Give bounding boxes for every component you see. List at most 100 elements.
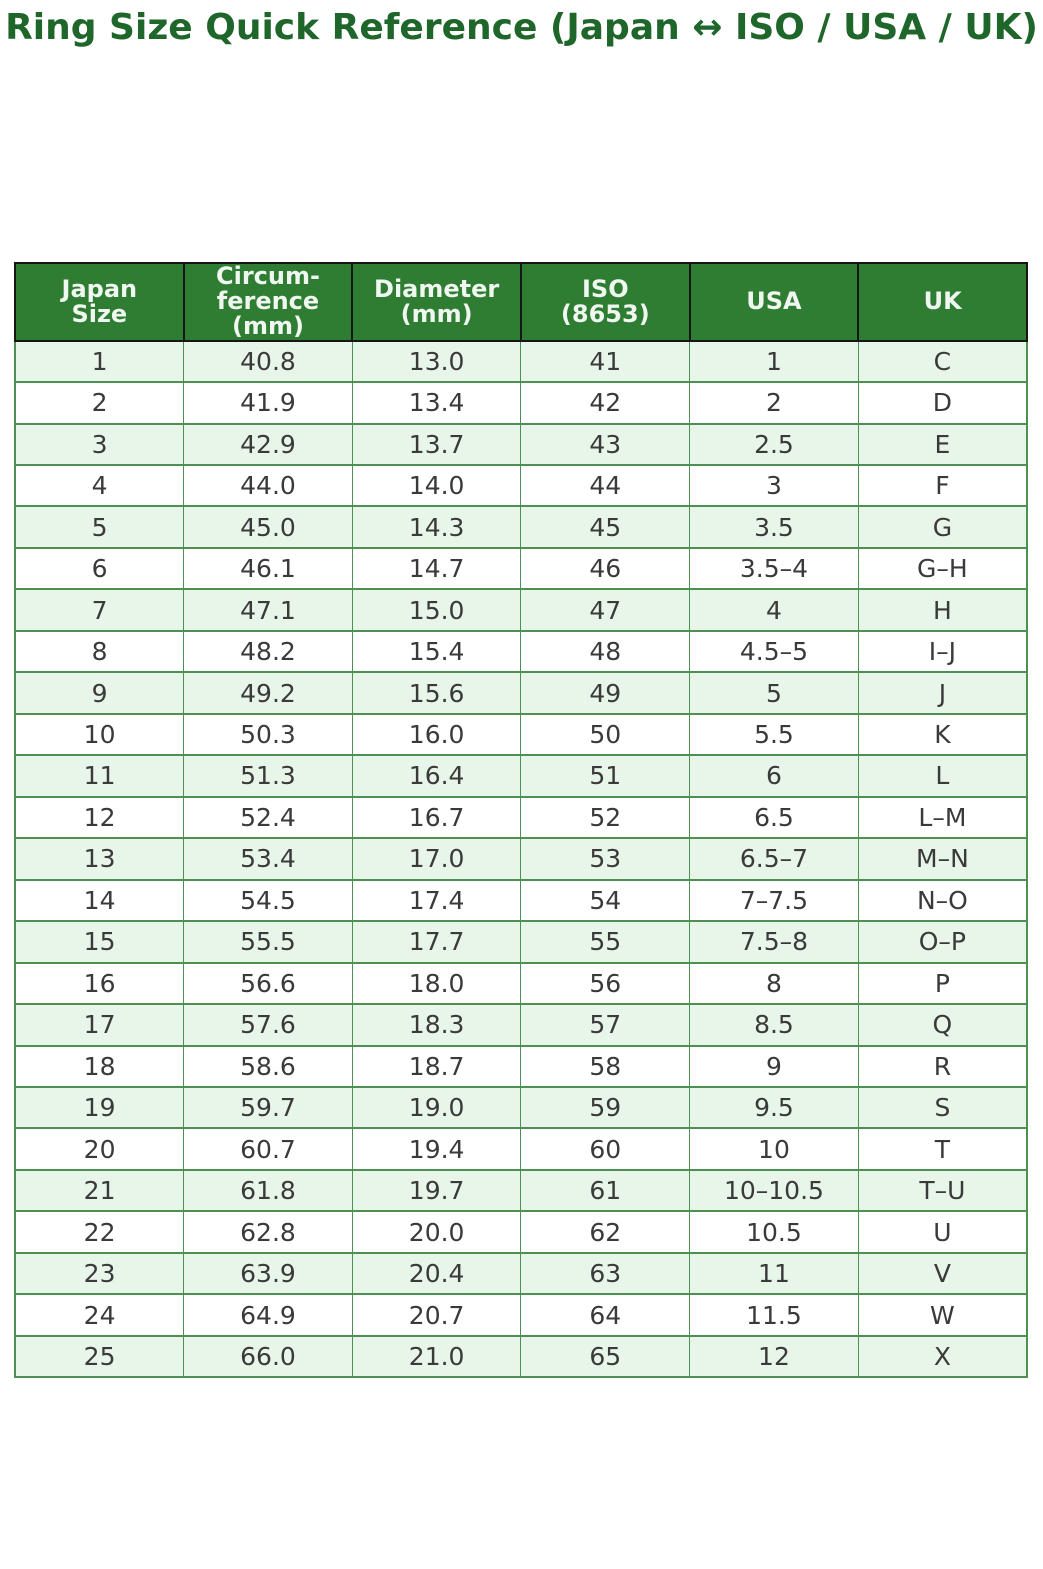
table-cell: O–P [857,920,1028,964]
table-row: 17 57.6 18.3 57 8.5 Q [14,1003,1028,1047]
table-row: 6 46.1 14.7 46 3.5–4 G–H [14,546,1028,591]
table-cell: 64 [520,1293,691,1337]
table-row: 15 55.5 17.7 55 7.5–8 O–P [14,920,1028,964]
table-cell: U [857,1210,1028,1254]
table-cell: H [857,588,1028,632]
table-cell: 7.5–8 [689,920,859,964]
table-cell: 8.5 [689,1003,859,1047]
table-cell: 54 [520,878,691,923]
table-cell: 65 [520,1334,691,1379]
table-cell: 49 [520,671,691,715]
table-cell: 17 [14,1003,185,1047]
table-cell: 44 [520,463,691,508]
table-cell: 62 [520,1210,691,1254]
table-cell: 14.3 [351,505,522,549]
table-cell: 5 [14,505,185,549]
table-cell: 48.2 [183,629,353,674]
table-row: 1 40.8 13.0 41 1 C [14,339,1028,384]
table-cell: X [857,1334,1028,1379]
table-row: 22 62.8 20.0 62 10.5 U [14,1210,1028,1254]
table-cell: 10.5 [689,1210,859,1254]
table-cell: 3.5 [689,505,859,549]
table-cell: 50.3 [183,712,353,757]
table-cell: 19.4 [351,1127,522,1171]
table-cell: 23 [14,1251,185,1296]
table-row: 4 44.0 14.0 44 3 F [14,463,1028,508]
table-cell: N–O [857,878,1028,923]
table-cell: 22 [14,1210,185,1254]
table-cell: 9.5 [689,1085,859,1130]
table-cell: 4 [14,463,185,508]
table-cell: 54.5 [183,878,353,923]
table-cell: 9 [14,671,185,715]
table-cell: 41 [520,339,691,384]
table-cell: 58 [520,1044,691,1089]
table-cell: 3.5–4 [689,546,859,591]
table-cell: 10 [689,1127,859,1171]
table-header-row: Japan Size Circum- ference (mm) Diameter (… [14,262,1028,342]
table-row: 3 42.9 13.7 43 2.5 E [14,422,1028,466]
table-cell: 2 [689,381,859,425]
table-cell: 52 [520,795,691,840]
table-cell: 53.4 [183,837,353,881]
table-cell: R [857,1044,1028,1089]
table-cell: 51 [520,754,691,798]
table-cell: 43 [520,422,691,466]
table-row: 24 64.9 20.7 64 11.5 W [14,1293,1028,1337]
table-cell: 13 [14,837,185,881]
table-row: 19 59.7 19.0 59 9.5 S [14,1085,1028,1130]
table-row: 25 66.0 21.0 65 12 X [14,1334,1028,1379]
table-cell: V [857,1251,1028,1296]
table-cell: 55 [520,920,691,964]
table-cell: 5.5 [689,712,859,757]
table-cell: 19.0 [351,1085,522,1130]
table-cell: 49.2 [183,671,353,715]
table-cell: 61 [520,1168,691,1213]
table-row: 14 54.5 17.4 54 7–7.5 N–O [14,878,1028,923]
table-cell: 17.4 [351,878,522,923]
table-cell: 60 [520,1127,691,1171]
table-cell: 48 [520,629,691,674]
table-cell: 11.5 [689,1293,859,1337]
table-cell: 6 [689,754,859,798]
table-cell: 60.7 [183,1127,353,1171]
table-cell: 21 [14,1168,185,1213]
table-cell: 46 [520,546,691,591]
table-cell: 10 [14,712,185,757]
table-row: 21 61.8 19.7 61 10–10.5 T–U [14,1168,1028,1213]
table-cell: 3 [689,463,859,508]
table-cell: 13.0 [351,339,522,384]
table-cell: 20 [14,1127,185,1171]
table-cell: 13.4 [351,381,522,425]
table-cell: 15 [14,920,185,964]
column-header: Diameter (mm) [351,262,522,342]
table-row: 18 58.6 18.7 58 9 R [14,1044,1028,1089]
table-cell: M–N [857,837,1028,881]
column-header: Japan Size [14,262,185,342]
table-cell: 4 [689,588,859,632]
table-cell: 15.0 [351,588,522,632]
table-cell: 42 [520,381,691,425]
table-row: 11 51.3 16.4 51 6 L [14,754,1028,798]
table-cell: 45 [520,505,691,549]
table-cell: 47 [520,588,691,632]
table-cell: 17.0 [351,837,522,881]
table-cell: L–M [857,795,1028,840]
table-cell: 14.7 [351,546,522,591]
column-header: USA [688,262,860,342]
table-cell: 17.7 [351,920,522,964]
table-cell: 20.0 [351,1210,522,1254]
table-cell: Q [857,1003,1028,1047]
table-cell: 9 [689,1044,859,1089]
table-cell: 63.9 [183,1251,353,1296]
table-cell: 6.5 [689,795,859,840]
table-cell: D [857,381,1028,425]
table-cell: E [857,422,1028,466]
table-cell: K [857,712,1028,757]
table-cell: 50 [520,712,691,757]
table-cell: 14 [14,878,185,923]
table-cell: 6 [14,546,185,591]
table-cell: W [857,1293,1028,1337]
table-cell: 21.0 [351,1334,522,1379]
table-cell: 12 [14,795,185,840]
